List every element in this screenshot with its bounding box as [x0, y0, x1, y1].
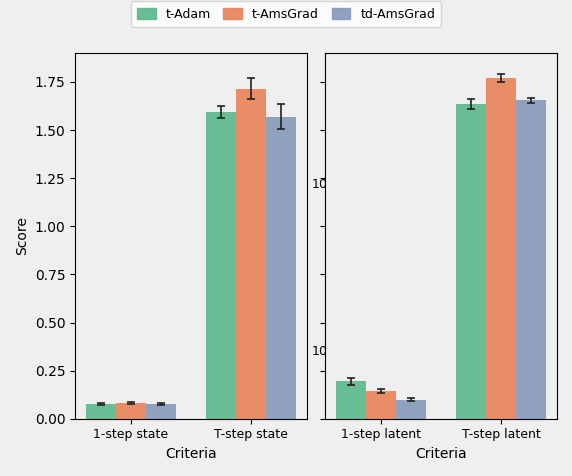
Bar [336, 381, 366, 419]
Y-axis label: Score: Score [15, 217, 29, 255]
Legend: t-Adam, t-AmsGrad, td-AmsGrad: t-Adam, t-AmsGrad, td-AmsGrad [130, 1, 442, 27]
X-axis label: Criteria: Criteria [165, 447, 217, 461]
Bar [86, 404, 116, 419]
Bar [486, 78, 517, 419]
Bar [266, 117, 296, 419]
Bar [236, 89, 266, 419]
Bar [517, 100, 546, 419]
Bar [366, 391, 396, 419]
X-axis label: Criteria: Criteria [415, 447, 467, 461]
Bar [146, 404, 176, 419]
Bar [456, 104, 486, 419]
Text: $10^{-1}$: $10^{-1}$ [311, 176, 341, 192]
Text: $10^{-2}$: $10^{-2}$ [311, 343, 341, 360]
Bar [396, 400, 426, 419]
Bar [206, 112, 236, 419]
Bar [116, 403, 146, 419]
